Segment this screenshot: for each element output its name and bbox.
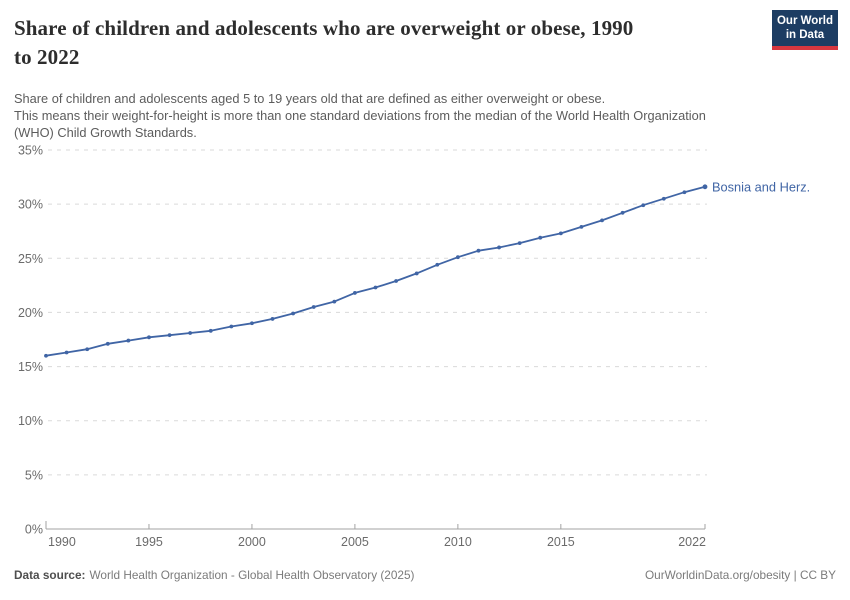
data-point[interactable] bbox=[538, 235, 543, 240]
x-axis-tick-label: 2022 bbox=[678, 535, 706, 549]
x-axis-tick-label: 2015 bbox=[547, 535, 575, 549]
data-point[interactable] bbox=[229, 324, 234, 329]
page-title-line1: Share of children and adolescents who ar… bbox=[14, 16, 634, 40]
data-point[interactable] bbox=[250, 321, 254, 326]
data-point[interactable] bbox=[414, 271, 419, 276]
data-point[interactable] bbox=[641, 203, 646, 208]
data-point[interactable] bbox=[208, 328, 213, 333]
data-point[interactable] bbox=[435, 262, 440, 267]
data-point[interactable] bbox=[476, 248, 481, 253]
data-point[interactable] bbox=[620, 210, 625, 215]
data-point[interactable] bbox=[702, 184, 708, 190]
y-axis-tick-label: 20% bbox=[18, 306, 43, 320]
series-end-label[interactable]: Bosnia and Herz. bbox=[712, 179, 810, 194]
data-source: Data source: World Health Organization - … bbox=[14, 568, 414, 582]
y-axis-tick-label: 5% bbox=[25, 468, 43, 482]
data-point[interactable] bbox=[85, 347, 90, 352]
data-source-text: World Health Organization - Global Healt… bbox=[89, 568, 415, 582]
data-point[interactable] bbox=[105, 341, 110, 346]
x-axis-tick-label: 2000 bbox=[238, 535, 266, 549]
series-line bbox=[45, 185, 706, 357]
data-point[interactable] bbox=[291, 311, 296, 316]
data-point[interactable] bbox=[517, 241, 522, 246]
data-source-label: Data source: bbox=[14, 568, 86, 582]
data-point[interactable] bbox=[353, 291, 357, 295]
data-point[interactable] bbox=[394, 279, 398, 283]
page-title: Share of children and adolescents who ar… bbox=[14, 14, 734, 72]
data-point[interactable] bbox=[311, 305, 316, 309]
data-point[interactable] bbox=[126, 338, 131, 343]
owid-logo-line1: Our World bbox=[776, 15, 833, 27]
x-axis-tick-label: 1990 bbox=[48, 535, 76, 549]
y-axis-tick-label: 25% bbox=[18, 252, 43, 266]
data-point[interactable] bbox=[455, 255, 460, 260]
y-axis-tick-label: 0% bbox=[25, 523, 43, 537]
license-link[interactable]: OurWorldinData.org/obesity | CC BY bbox=[644, 568, 836, 582]
data-point[interactable] bbox=[44, 353, 48, 358]
chart-footer: Data source: World Health Organization - … bbox=[14, 568, 836, 582]
subtitle-line2: This means their weight-for-height is mo… bbox=[14, 108, 706, 123]
x-axis-tick-label: 1995 bbox=[135, 535, 163, 549]
page-title-line2: to 2022 bbox=[14, 45, 80, 69]
line-chart[interactable]: 0% 5% 10% 15% 20% 25% 30% 35% 1990 1995 2000 2005 20… bbox=[0, 140, 850, 565]
data-point[interactable] bbox=[497, 245, 501, 250]
data-point[interactable] bbox=[167, 333, 172, 338]
data-point[interactable] bbox=[373, 285, 378, 290]
subtitle-line3: (WHO) Child Growth Standards. bbox=[14, 125, 197, 140]
data-point[interactable] bbox=[270, 317, 275, 321]
data-point[interactable] bbox=[558, 231, 563, 236]
owid-logo-line2: in Data bbox=[785, 29, 825, 41]
data-point[interactable] bbox=[682, 190, 687, 195]
y-axis-tick-label: 15% bbox=[18, 360, 43, 374]
x-axis-tick-label: 2005 bbox=[341, 535, 369, 549]
subtitle-line1: Share of children and adolescents aged 5… bbox=[14, 91, 606, 106]
data-point[interactable] bbox=[661, 196, 666, 201]
data-point[interactable] bbox=[600, 218, 604, 223]
y-axis-tick-label: 30% bbox=[18, 198, 43, 212]
data-point[interactable] bbox=[332, 299, 337, 304]
data-point[interactable] bbox=[579, 224, 584, 229]
data-point[interactable] bbox=[188, 331, 193, 335]
data-point[interactable] bbox=[64, 350, 69, 355]
y-axis-tick-label: 35% bbox=[18, 144, 43, 158]
x-axis-tick-label: 2010 bbox=[444, 535, 472, 549]
owid-logo[interactable]: Our World in Data bbox=[772, 10, 838, 50]
chart-subtitle: Share of children and adolescents aged 5… bbox=[14, 90, 834, 141]
data-point[interactable] bbox=[147, 335, 151, 340]
chart-area[interactable]: 0% 5% 10% 15% 20% 25% 30% 35% 1990 1995 2000 2005 20… bbox=[0, 140, 850, 565]
y-axis-tick-label: 10% bbox=[18, 414, 43, 428]
